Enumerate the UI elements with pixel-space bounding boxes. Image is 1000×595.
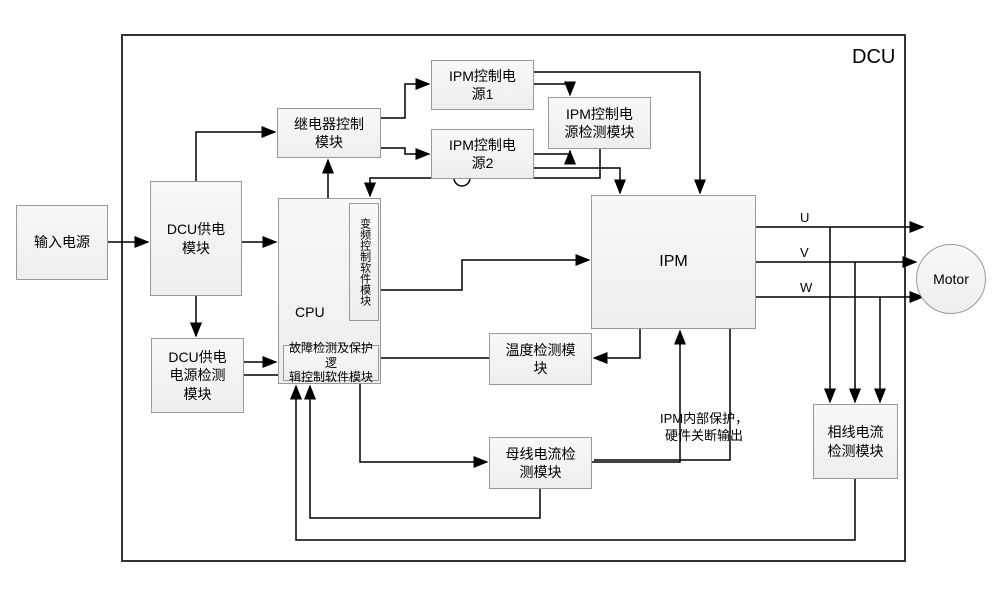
temp-label: 温度检测模块 <box>506 341 576 377</box>
input-power-label: 输入电源 <box>34 233 90 251</box>
cpu-box: CPU 变频控制软件模块 故障检测及保护逻辑控制软件模块 <box>278 198 381 384</box>
ipm-box: IPM <box>591 195 756 329</box>
ipm-ps2-label: IPM控制电源2 <box>449 136 516 172</box>
motor-circle: Motor <box>916 244 986 314</box>
cpu-sub-top: 变频控制软件模块 <box>349 203 379 321</box>
ipm-ps1-label: IPM控制电源1 <box>449 67 516 103</box>
input-power-box: 输入电源 <box>16 205 108 280</box>
ipm-ps2-box: IPM控制电源2 <box>431 129 534 179</box>
dcu-detect-box: DCU供电电源检测模块 <box>151 338 244 413</box>
ipm-detect-label: IPM控制电源检测模块 <box>565 105 635 141</box>
diagram-canvas: DCU <box>0 0 1000 595</box>
bus-current-label: 母线电流检测模块 <box>506 445 576 481</box>
phase-current-label: 相线电流检测模块 <box>828 423 884 459</box>
phase-current-box: 相线电流检测模块 <box>813 404 898 479</box>
cpu-sub-bottom-label: 故障检测及保护逻辑控制软件模块 <box>286 341 376 384</box>
ipm-annotation: IPM内部保护，硬件关断输出 <box>660 411 748 445</box>
cpu-label: CPU <box>295 303 325 321</box>
dcu-supply-box: DCU供电模块 <box>150 181 242 296</box>
cpu-sub-bottom: 故障检测及保护逻辑控制软件模块 <box>283 345 379 381</box>
relay-box: 继电器控制模块 <box>277 108 381 158</box>
bus-current-box: 母线电流检测模块 <box>489 437 592 489</box>
relay-label: 继电器控制模块 <box>294 115 364 151</box>
dcu-label: DCU <box>852 46 895 69</box>
temp-box: 温度检测模块 <box>489 333 592 385</box>
phase-w: W <box>800 280 812 295</box>
phase-v: V <box>800 245 809 260</box>
ipm-detect-box: IPM控制电源检测模块 <box>548 97 651 149</box>
motor-label: Motor <box>933 271 969 287</box>
phase-u: U <box>800 210 809 225</box>
dcu-supply-label: DCU供电模块 <box>167 220 225 256</box>
ipm-ps1-box: IPM控制电源1 <box>431 60 534 110</box>
ipm-label: IPM <box>659 252 687 273</box>
cpu-sub-top-label: 变频控制软件模块 <box>357 218 370 306</box>
dcu-detect-label: DCU供电电源检测模块 <box>168 348 226 403</box>
